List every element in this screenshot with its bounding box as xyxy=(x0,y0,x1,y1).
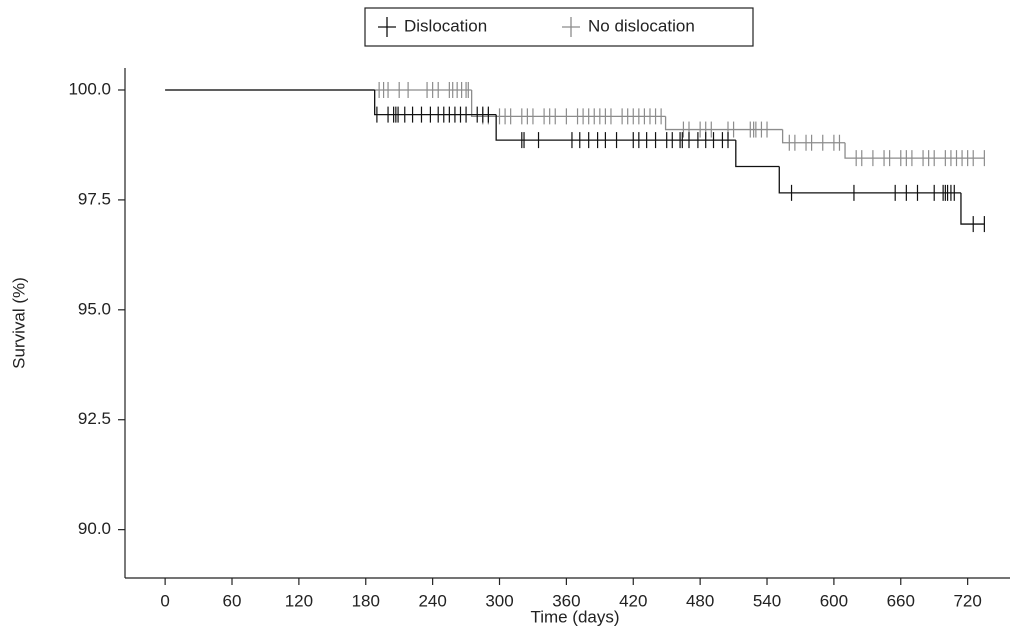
x-tick-label: 360 xyxy=(552,591,580,610)
x-tick-label: 0 xyxy=(160,591,169,610)
survival-step xyxy=(844,142,985,159)
survival-step xyxy=(781,129,846,144)
survival-step xyxy=(778,166,961,194)
x-tick-label: 180 xyxy=(352,591,380,610)
survival-step xyxy=(960,192,985,225)
y-tick-label: 97.5 xyxy=(78,189,111,208)
survival-step xyxy=(374,89,497,116)
legend-label: Dislocation xyxy=(404,16,487,35)
x-axis-title: Time (days) xyxy=(530,607,619,626)
legend-box xyxy=(364,7,754,47)
survival-step xyxy=(470,89,666,118)
y-tick-label: 95.0 xyxy=(78,299,111,318)
x-tick-label: 420 xyxy=(619,591,647,610)
x-tick-label: 300 xyxy=(485,591,513,610)
legend-label: No dislocation xyxy=(588,16,695,35)
x-tick-label: 720 xyxy=(953,591,981,610)
y-tick-label: 92.5 xyxy=(78,409,111,428)
y-tick-label: 100.0 xyxy=(68,79,111,98)
y-tick-label: 90.0 xyxy=(78,519,111,538)
x-tick-label: 240 xyxy=(418,591,446,610)
x-tick-label: 540 xyxy=(753,591,781,610)
survival-step xyxy=(735,140,780,168)
x-tick-label: 660 xyxy=(887,591,915,610)
x-tick-label: 60 xyxy=(223,591,242,610)
survival-step xyxy=(664,116,783,131)
y-axis-title: Survival (%) xyxy=(9,277,28,369)
x-tick-label: 480 xyxy=(686,591,714,610)
x-tick-label: 120 xyxy=(285,591,313,610)
x-tick-label: 600 xyxy=(820,591,848,610)
